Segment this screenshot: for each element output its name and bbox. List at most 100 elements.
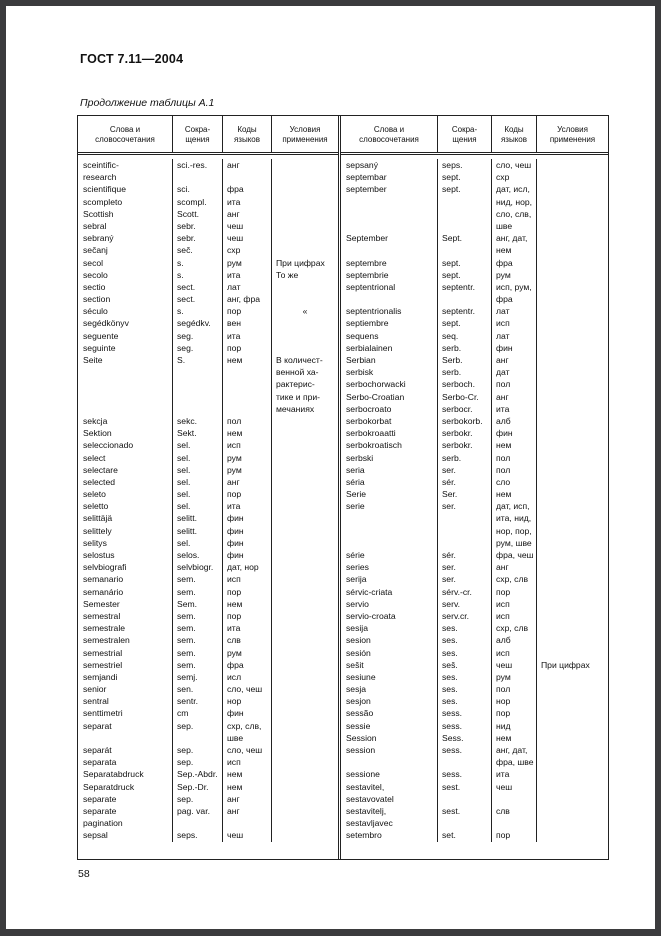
table-row: seletto sel. ита [78, 500, 338, 513]
cell-word: sestavljavec [341, 817, 438, 830]
column-header: Коды языков [492, 116, 537, 152]
cell-cond [537, 805, 608, 817]
table-row: Scottish Scott. анг [78, 207, 338, 220]
cell-codes: рум [223, 463, 272, 476]
column-header: Слова и словосочетания [78, 116, 173, 152]
cell-abbr: serb. [438, 451, 492, 464]
cell-abbr: sect. [173, 293, 223, 306]
cell-word: Separatabdruck [78, 768, 173, 781]
cell-codes [492, 792, 537, 805]
column-header: Условия применения [549, 124, 596, 144]
page-number: 58 [78, 868, 90, 880]
cell-cond [272, 561, 338, 573]
cell-word: separát [78, 744, 173, 757]
cell-word: serbochorwacki [341, 378, 438, 391]
cell-codes: нид, нор, [492, 195, 537, 208]
cell-cond [537, 573, 608, 585]
cell-word: sesion [341, 634, 438, 647]
table-row: венной ха- [78, 366, 338, 379]
cell-abbr: seq. [438, 329, 492, 342]
cell-abbr: sebr. [173, 219, 223, 233]
table-row: serbocroato serbocr. ита [341, 402, 608, 415]
cell-cond [272, 598, 338, 610]
cell-codes: ита [223, 195, 272, 208]
cell-cond [272, 647, 338, 659]
cell-cond [537, 415, 608, 427]
table-row: semestrale sem. ита [78, 622, 338, 635]
cell-word: selected [78, 475, 173, 489]
cell-abbr: septentr. [438, 305, 492, 318]
table-row: sesion ses. алб [341, 634, 608, 647]
cell-abbr: S. [173, 354, 223, 367]
table-row: sesja ses. пол [341, 683, 608, 696]
table-row: Separatabdruck Sep.-Abdr. нем [78, 768, 338, 781]
table-row: sebraný sebr. чеш [78, 232, 338, 245]
table-row: setembro set. пор [341, 829, 608, 842]
cell-word: Separatdruck [78, 780, 173, 793]
cell-abbr: selvbiogr. [173, 561, 223, 574]
cell-word: serbokroatisch [341, 439, 438, 452]
cell-word: sestavitelj, [341, 804, 438, 818]
cell-word: séria [341, 475, 438, 489]
cell-codes: пол [492, 451, 537, 464]
cell-abbr [173, 402, 223, 415]
cell-word: seleto [78, 488, 173, 501]
table-row: sešit seš. чеш При цифрах [341, 658, 608, 671]
table-row: ита, нид, [341, 512, 608, 525]
cell-word [78, 731, 173, 744]
cell-abbr: sel. [173, 475, 223, 489]
cell-codes: исп [492, 646, 537, 659]
cell-abbr: sen. [173, 683, 223, 696]
cell-cond [537, 744, 608, 756]
cell-codes: ита [223, 500, 272, 513]
cell-cond [537, 610, 608, 622]
cell-abbr: sept. [438, 256, 492, 269]
cell-codes: нем [492, 488, 537, 501]
cell-word: sešit [341, 658, 438, 671]
cell-abbr: sentr. [173, 695, 223, 708]
cell-word: sequens [341, 329, 438, 342]
cell-cond [272, 208, 338, 220]
table-row: september sept. дат, исл, [341, 183, 608, 196]
cell-codes [492, 817, 537, 830]
cell-word [78, 402, 173, 415]
cell-word: serbialainen [341, 341, 438, 354]
table-row: select sel. рум [78, 451, 338, 464]
cell-word: septentrional [341, 280, 438, 294]
table-row: Serie Ser. нем [341, 488, 608, 501]
cell-word: series [341, 561, 438, 574]
cell-codes: чеш [223, 232, 272, 245]
table-row: sessione sess. ита [341, 768, 608, 781]
cell-cond [537, 720, 608, 732]
cell-abbr: Sem. [173, 597, 223, 610]
cell-word: septiembre [341, 317, 438, 330]
table-row: semestriel sem. фра [78, 658, 338, 671]
table-row: sestavljavec [341, 817, 608, 830]
cell-cond: В количест- [276, 355, 323, 365]
cell-codes: чеш [223, 219, 272, 233]
cell-codes: исп [223, 573, 272, 586]
table-row: segédkönyv segédkv. вен [78, 317, 338, 330]
cell-word: scompleto [78, 195, 173, 208]
cell-cond [537, 330, 608, 342]
cell-codes: нор [223, 695, 272, 708]
cell-word [341, 536, 438, 549]
cell-cond [272, 793, 338, 805]
cell-cond [537, 317, 608, 329]
cell-codes: анг [223, 804, 272, 818]
cell-abbr: serv. [438, 597, 492, 610]
table-row: selvbiografi selvbiogr. дат, нор [78, 561, 338, 574]
cell-codes: пор [223, 609, 272, 623]
cell-abbr: s. [173, 305, 223, 318]
cell-abbr: sep. [173, 756, 223, 769]
cell-codes [223, 390, 272, 403]
cell-abbr [438, 219, 492, 233]
cell-cond [537, 488, 608, 500]
table-row: selittely selitt. фин [78, 524, 338, 537]
cell-codes: анг [223, 475, 272, 489]
cell-codes [223, 366, 272, 379]
cell-cond [537, 366, 608, 378]
cell-word: Semester [78, 597, 173, 610]
table-row: фра, шве [341, 756, 608, 769]
cell-abbr [438, 244, 492, 257]
